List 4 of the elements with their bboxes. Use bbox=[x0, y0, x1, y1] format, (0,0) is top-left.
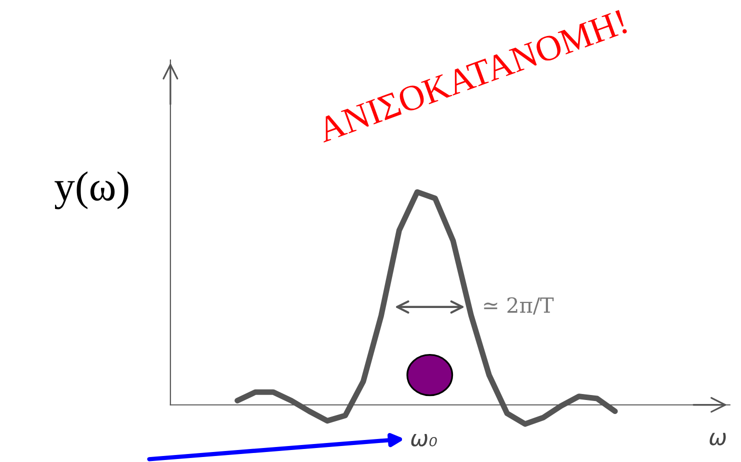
y-axis-title: y(ω) bbox=[54, 171, 128, 210]
x-axis-title: ω bbox=[710, 432, 726, 446]
annotation: ≃ 2π/T bbox=[484, 297, 554, 315]
text: ω₀ bbox=[411, 434, 437, 446]
